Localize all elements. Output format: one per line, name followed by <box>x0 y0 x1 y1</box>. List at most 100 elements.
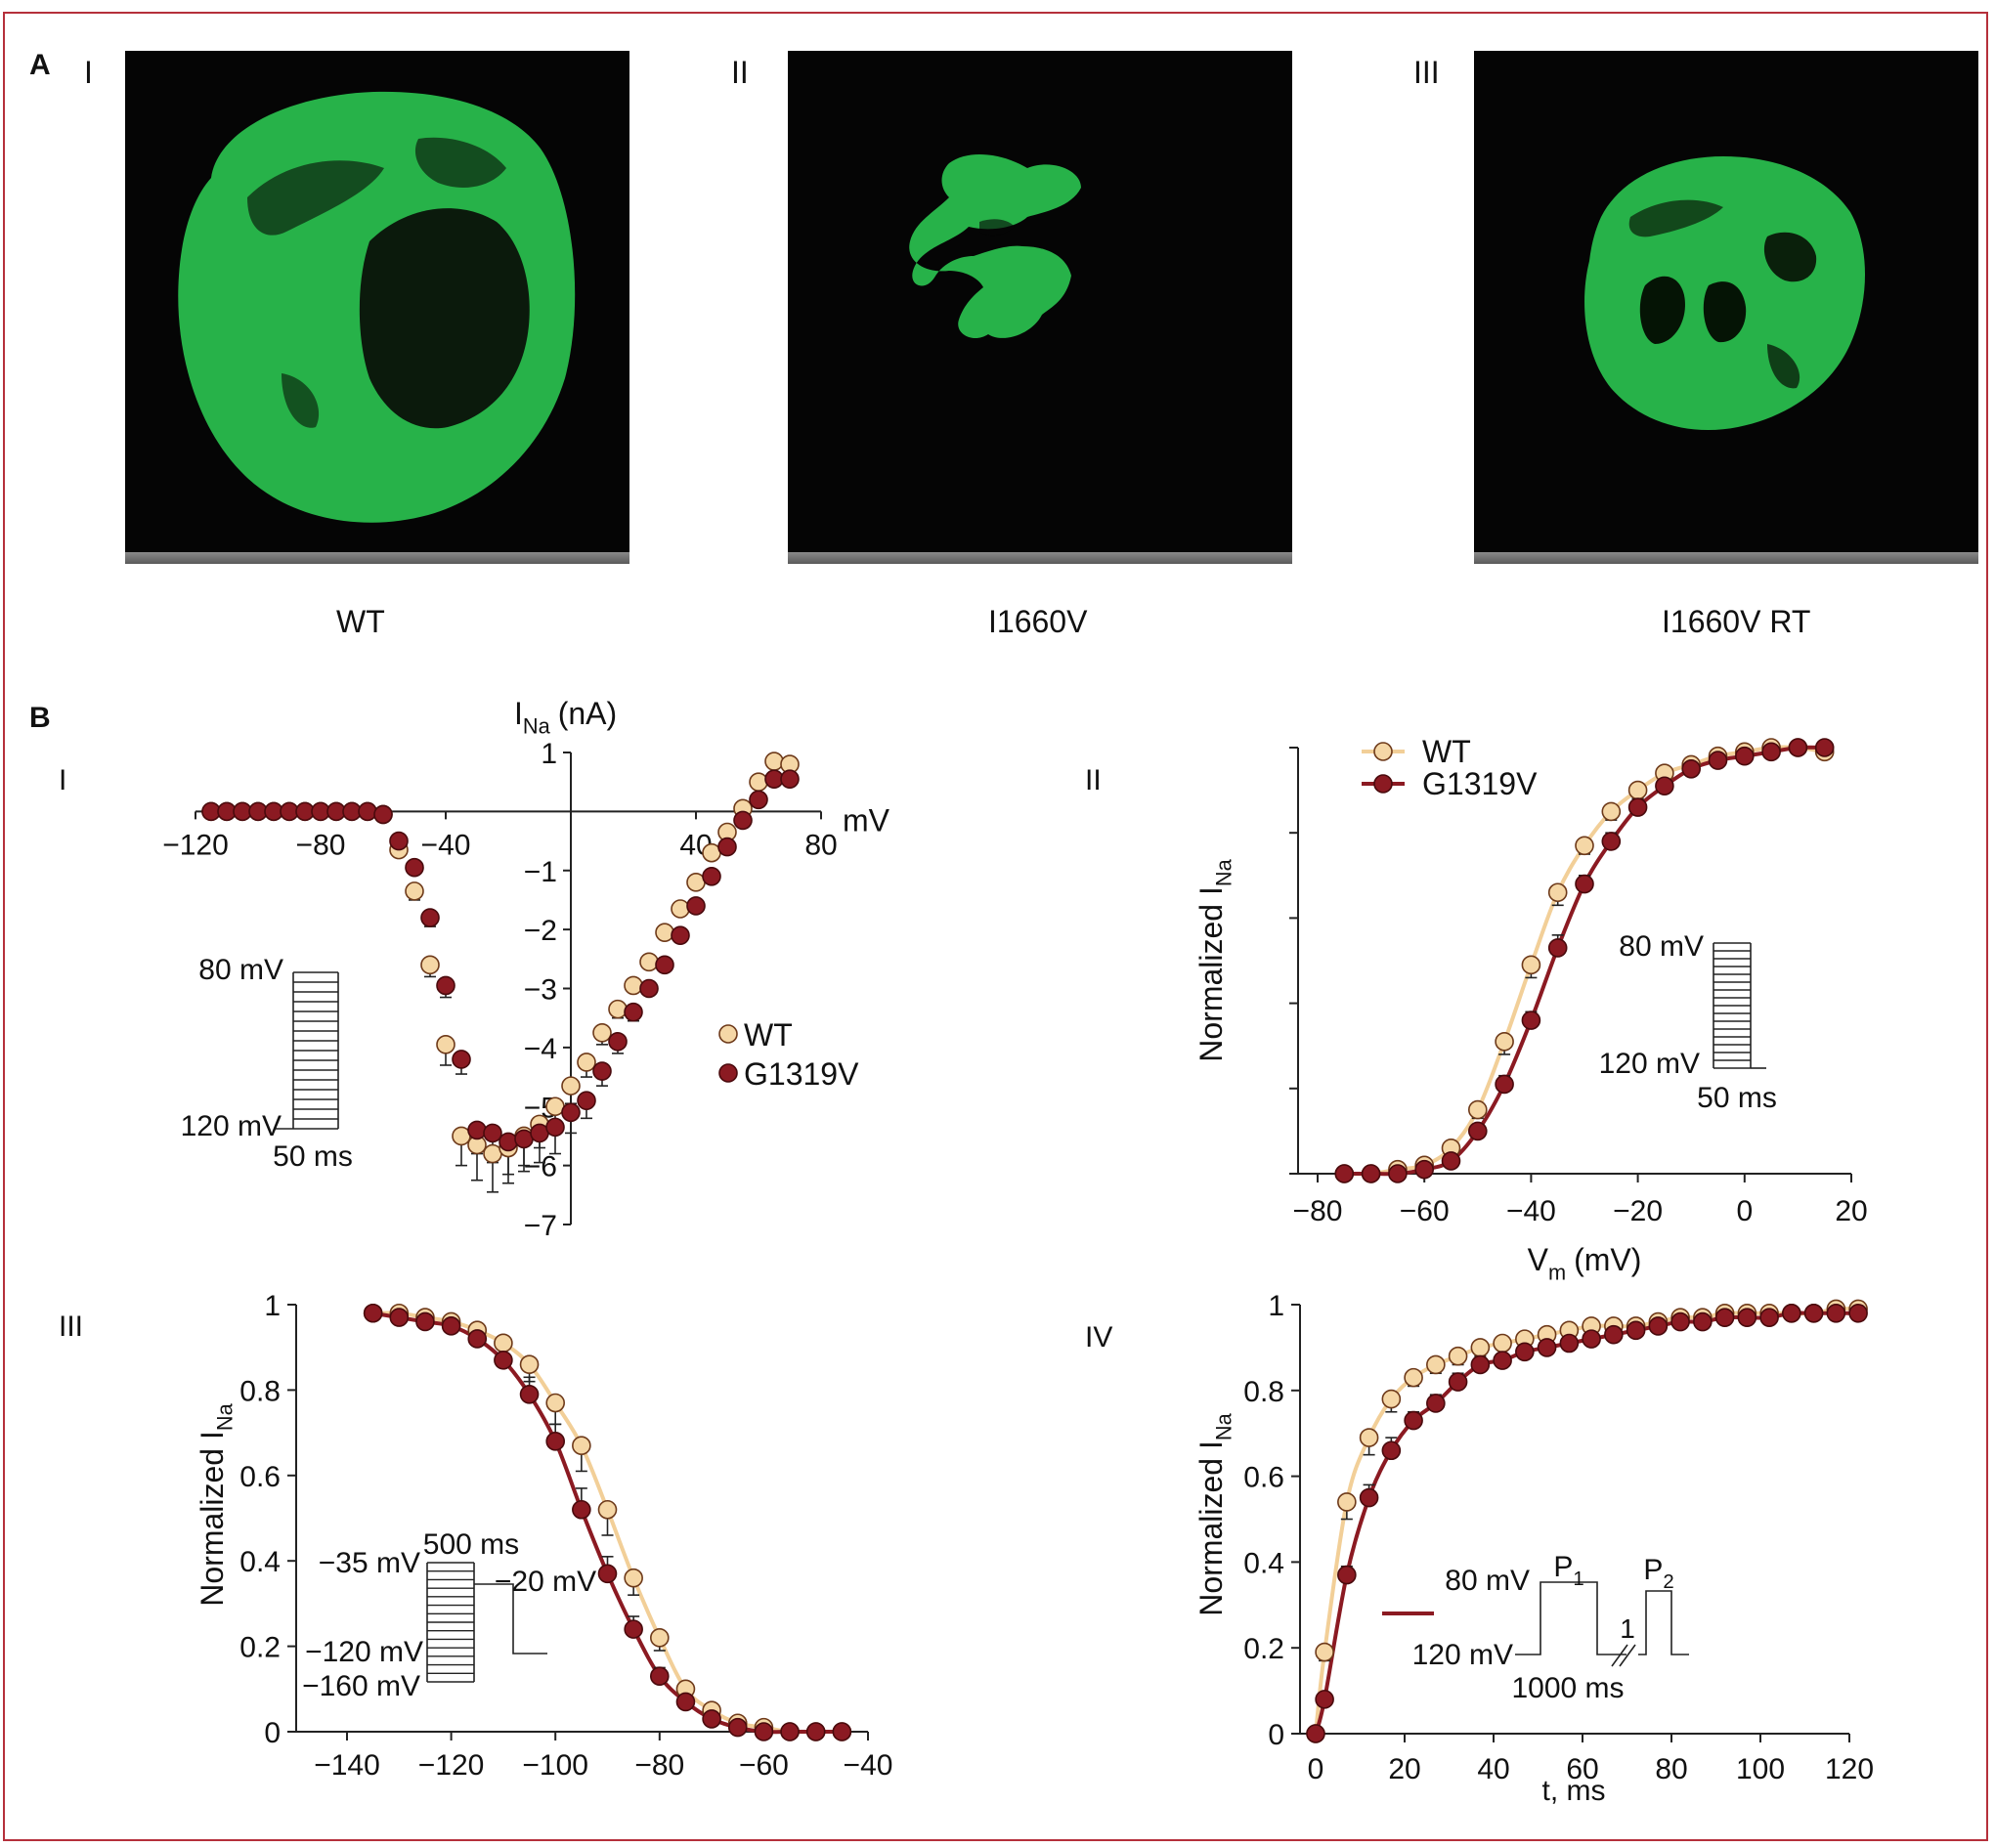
iv-point-g1319v <box>436 975 455 996</box>
iv-point-wt <box>671 899 690 919</box>
rec-x-tick-label: 60 <box>1566 1753 1598 1785</box>
inact-x-tick-label: −140 <box>314 1749 380 1782</box>
inact-point-g1319v <box>467 1329 488 1349</box>
iv-legend-g1319v-marker <box>718 1063 738 1083</box>
micrograph-2-caption: I1660V <box>988 604 1088 639</box>
chart-recovery: 0 20 40 60 80 100 120 0 0.2 0.4 0.6 0.8 1 t, ms Normal… <box>1193 1290 1874 1807</box>
rec-point-wt <box>1426 1354 1446 1375</box>
figure-frame <box>3 12 1988 1841</box>
iv-legend-wt-label: WT <box>744 1017 793 1053</box>
iv-point-g1319v <box>405 857 424 878</box>
act-x-label-sub: m <box>1548 1261 1566 1285</box>
rec-protocol-duration-label: 1000 ms <box>1511 1672 1624 1704</box>
inact-protocol-duration-label: 500 ms <box>423 1528 519 1561</box>
iv-point-wt <box>405 881 424 901</box>
rec-y-tick-label: 0.2 <box>1243 1633 1284 1665</box>
act-point-g1319v <box>1414 1159 1434 1180</box>
rec-x-tick-label: 40 <box>1477 1753 1509 1785</box>
rec-x-tick-label: 120 <box>1825 1753 1874 1785</box>
rec-point-g1319v <box>1759 1308 1779 1327</box>
inact-point-wt <box>494 1333 513 1354</box>
act-legend-g1319v-label: G1319V <box>1422 766 1538 801</box>
iv-legend-g1319v-label: G1319V <box>744 1056 859 1092</box>
chart-inactivation: −140 −120 −100 −80 −60 −40 0 0.2 0.4 0.6 0.8 1 Norma… <box>195 1290 892 1782</box>
inact-y-label-sub: Na <box>213 1402 238 1431</box>
panel-letter-a: A <box>29 49 51 81</box>
act-y-label-text: Normalized INa <box>1193 858 1236 1061</box>
micrograph-3-caption: I1660V RT <box>1662 604 1811 639</box>
iv-y-tick-label: −1 <box>524 856 557 888</box>
iv-point-g1319v <box>483 1123 502 1143</box>
iv-legend-wt-marker <box>718 1024 738 1044</box>
iv-point-wt <box>577 1053 596 1072</box>
panel-b-roman-2: II <box>1085 764 1102 796</box>
panel-b-roman-3: III <box>59 1311 83 1343</box>
act-x-tick-label: 20 <box>1835 1195 1867 1227</box>
inact-y-tick-label: 1 <box>264 1290 281 1322</box>
inact-y-tick-label: 0.8 <box>239 1375 281 1407</box>
rec-point-g1319v <box>1782 1303 1801 1323</box>
act-x-label-text: Vm (mV) <box>1528 1242 1642 1285</box>
iv-point-wt <box>561 1076 581 1096</box>
rec-point-g1319v <box>1604 1324 1624 1345</box>
iv-point-g1319v <box>420 908 440 927</box>
inact-point-g1319v <box>675 1692 696 1712</box>
inact-point-wt <box>519 1354 540 1374</box>
iv-point-g1319v <box>702 866 721 886</box>
rec-protocol-p1-label-sub: 1 <box>1573 1569 1583 1590</box>
iv-point-g1319v <box>686 896 706 916</box>
rec-point-g1319v <box>1582 1329 1601 1349</box>
inact-point-g1319v <box>727 1717 748 1738</box>
micrograph-3-roman: III <box>1413 55 1440 90</box>
inact-point-g1319v <box>805 1722 826 1741</box>
iv-point-wt <box>436 1035 455 1054</box>
inact-protocol-test-pulse <box>474 1583 547 1655</box>
micrograph-bar <box>125 552 629 564</box>
inact-point-wt <box>597 1499 618 1520</box>
inact-point-g1319v <box>494 1351 513 1370</box>
micrograph-i1660v <box>788 51 1292 564</box>
rec-protocol-p1-label-main: P <box>1553 1551 1573 1583</box>
rec-point-wt <box>1493 1333 1512 1354</box>
rec-point-g1319v <box>1737 1308 1757 1327</box>
rec-point-wt <box>1381 1389 1402 1409</box>
inact-point-g1319v <box>832 1722 852 1741</box>
act-x-tick-label: −20 <box>1613 1195 1663 1227</box>
act-point-wt <box>1547 882 1568 903</box>
iv-point-wt <box>639 952 659 972</box>
act-x-label: Vm (mV) <box>1528 1242 1642 1285</box>
rec-protocol-p1-label-text: P1 <box>1553 1551 1583 1590</box>
iv-x-tick-label: −80 <box>296 829 346 861</box>
iv-point-g1319v <box>467 1120 487 1140</box>
act-y-label: Normalized INa <box>1193 858 1236 1061</box>
cell-wt-image <box>178 91 576 523</box>
iv-y-tick-label: 1 <box>541 738 557 770</box>
inact-protocol-test-label: −20 mV <box>495 1566 596 1598</box>
rec-x-tick-label: 80 <box>1655 1753 1687 1785</box>
rec-point-wt <box>1404 1367 1423 1388</box>
rec-protocol-bottom-label: 120 mV <box>1412 1639 1513 1671</box>
inact-x-tick-label: −60 <box>739 1749 789 1782</box>
rec-point-g1319v <box>1359 1487 1379 1508</box>
iv-point-g1319v <box>671 925 690 945</box>
act-point-g1319v <box>1627 797 1648 817</box>
inact-y-label-text: Normalized INa <box>195 1402 238 1606</box>
rec-protocol-p2-label-sub: 2 <box>1663 1571 1673 1593</box>
act-x-label-main: V <box>1528 1242 1549 1277</box>
rec-y-tick-label: 0.4 <box>1243 1547 1284 1579</box>
iv-y-tick-label: −6 <box>524 1151 557 1183</box>
micrograph-bar <box>1474 552 1978 564</box>
rec-point-g1319v <box>1693 1311 1713 1332</box>
rec-point-g1319v <box>1826 1303 1846 1323</box>
micrograph-1-caption: WT <box>336 604 385 639</box>
iv-y-tick-label: −2 <box>524 915 557 947</box>
inact-y-tick-label: 0 <box>264 1717 281 1749</box>
cell-i1660v-image <box>909 153 1081 339</box>
rec-point-g1319v <box>1648 1316 1669 1336</box>
rec-y-label-text: Normalized INa <box>1193 1412 1236 1615</box>
iv-point-g1319v <box>561 1102 581 1123</box>
